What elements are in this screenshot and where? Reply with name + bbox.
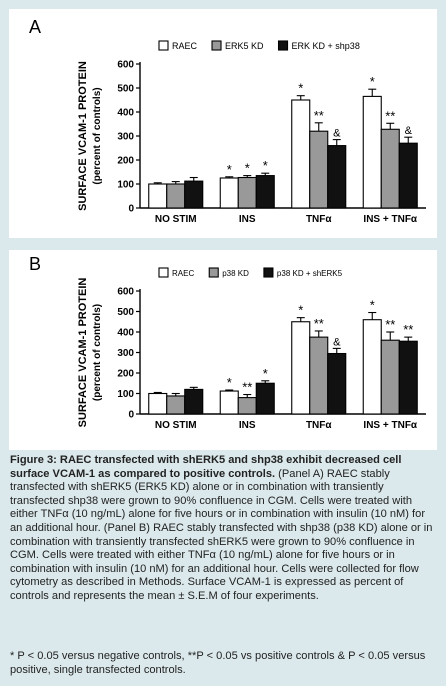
caption-body: (Panel A) RAEC stably transfected with s… [10, 467, 433, 602]
chart-panel-b: B SURFACE VCAM-1 PROTEIN (percent of contr… [9, 250, 437, 450]
chart-a-legend-swatch [211, 40, 222, 51]
chart-b-bar [327, 352, 347, 415]
chart-b-legend-swatch [263, 267, 274, 278]
figure-caption: Figure 3: RAEC transfected with shERK5 a… [10, 454, 436, 604]
chart-a-y-tick-label: 200 [117, 156, 134, 167]
chart-b-significance-mark: ** [385, 317, 395, 332]
chart-b-significance-mark: ** [403, 322, 413, 337]
chart-a-significance-mark: & [405, 125, 413, 137]
chart-b-legend-swatch [158, 267, 169, 278]
chart-a-significance-mark: * [263, 158, 268, 173]
chart-a-significance-mark: * [370, 74, 375, 89]
chart-a-y-tick-label: 500 [117, 84, 134, 95]
chart-a-significance-mark: & [333, 128, 341, 140]
chart-a-bar [398, 142, 418, 209]
figure-footnote: * P < 0.05 versus negative controls, **P… [10, 650, 426, 676]
chart-a-significance-mark: * [245, 161, 250, 176]
caption-title: Figure 3: RAEC transfected with shERK5 a… [10, 454, 402, 480]
chart-b-x-tick-label: INS + TNFα [363, 420, 418, 431]
chart-a-y-tick-label: 300 [117, 132, 134, 143]
chart-a-y-tick-label: 400 [117, 108, 134, 119]
chart-b-y-tick-label: 600 [117, 287, 134, 298]
chart-b-x-tick-label: TNFα [306, 420, 332, 431]
chart-a-bar [291, 99, 311, 209]
chart-a-x-tick-label: NO STIM [155, 214, 197, 225]
chart-a-x-tick-label: TNFα [306, 214, 332, 225]
chart-a-bar [362, 95, 382, 209]
chart-b-significance-mark: ** [242, 380, 252, 395]
chart-a-x-tick-label: INS [239, 214, 256, 225]
chart-b-bar [219, 390, 239, 415]
chart-b-significance-mark: ** [314, 316, 324, 331]
chart-b-legend-label: p38 KD [222, 269, 249, 278]
chart-a-legend-label: ERK KD + shp38 [292, 41, 360, 51]
chart-a-significance-mark: ** [385, 108, 395, 123]
chart-b-significance-mark: & [333, 336, 341, 348]
chart-b-x-tick-label: NO STIM [155, 420, 197, 431]
chart-b-bar [255, 382, 275, 415]
chart-b-bar [166, 395, 186, 415]
chart-a-legend-label: ERK5 KD [225, 41, 264, 51]
chart-b-y-axis-subtitle: (percent of controls) [92, 304, 103, 401]
chart-a-y-tick-label: 0 [128, 204, 134, 215]
chart-b-bar [237, 397, 257, 415]
chart-b-legend-swatch [208, 267, 219, 278]
chart-b-panel-label: B [29, 254, 41, 274]
chart-a-significance-mark: * [227, 162, 232, 177]
chart-a-y-axis-subtitle: (percent of controls) [92, 87, 103, 184]
chart-b-significance-mark: * [227, 375, 232, 390]
chart-a-bar [219, 177, 239, 209]
chart-b-y-tick-label: 300 [117, 348, 134, 359]
chart-b-y-tick-label: 0 [128, 410, 134, 421]
chart-b-legend-label: p38 KD + shERK5 [277, 269, 343, 278]
chart-b-bar [362, 319, 382, 415]
chart-b-legend-label: RAEC [172, 269, 194, 278]
chart-b-bar [380, 339, 400, 415]
chart-a-bar [148, 183, 168, 209]
chart-b-y-tick-label: 100 [117, 389, 134, 400]
chart-b-significance-mark: * [298, 303, 303, 318]
chart-a-y-tick-label: 600 [117, 60, 134, 71]
chart-panel-a: A SURFACE VCAM-1 PROTEIN (percent of contr… [9, 9, 437, 238]
chart-b-y-tick-label: 500 [117, 307, 134, 318]
chart-b-bar [309, 336, 329, 415]
chart-b-svg: B SURFACE VCAM-1 PROTEIN (percent of contr… [29, 254, 426, 431]
chart-b-significance-mark: * [263, 366, 268, 381]
chart-a-svg: A SURFACE VCAM-1 PROTEIN (percent of contr… [29, 17, 426, 225]
chart-b-y-tick-label: 400 [117, 328, 134, 339]
chart-a-bar [184, 180, 204, 209]
chart-a-bar [309, 130, 329, 209]
chart-a-bar [237, 176, 257, 209]
chart-b-bar [398, 340, 418, 415]
chart-a-bar [327, 145, 347, 209]
chart-b-bar [291, 321, 311, 415]
chart-a-y-tick-label: 100 [117, 180, 134, 191]
chart-a-bar [255, 175, 275, 209]
chart-a-x-tick-label: INS + TNFα [363, 214, 418, 225]
chart-b-bar [184, 388, 204, 415]
chart-a-legend-swatch [158, 40, 169, 51]
chart-a-y-axis-title: SURFACE VCAM-1 PROTEIN [77, 61, 89, 211]
chart-b-x-tick-label: INS [239, 420, 256, 431]
chart-a-bar [380, 128, 400, 209]
chart-a-legend-label: RAEC [172, 41, 198, 51]
chart-b-bar [148, 392, 168, 415]
chart-a-significance-mark: * [298, 81, 303, 96]
chart-b-y-tick-label: 200 [117, 369, 134, 380]
chart-a-significance-mark: ** [314, 108, 324, 123]
chart-a-legend-swatch [277, 40, 289, 51]
chart-b-y-axis-title: SURFACE VCAM-1 PROTEIN [77, 278, 89, 428]
chart-a-panel-label: A [29, 17, 41, 37]
chart-a-bar [166, 183, 186, 209]
chart-b-significance-mark: * [370, 298, 375, 313]
